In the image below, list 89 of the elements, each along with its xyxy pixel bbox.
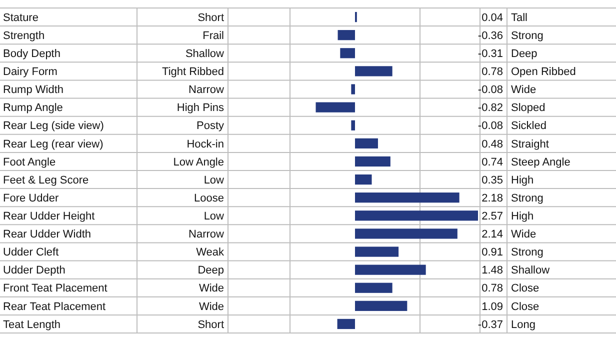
text: Low <box>204 174 224 186</box>
data-label: -0.37 <box>478 318 503 331</box>
data-label: 0.78 <box>482 282 503 295</box>
text: Loose <box>194 192 224 204</box>
data-label: -0.31 <box>478 48 503 60</box>
text: Close <box>511 282 540 295</box>
y-tick-label: Stature <box>3 12 38 24</box>
data-label: -0.08 <box>478 120 503 132</box>
text: Wide <box>198 282 224 295</box>
data-label: 0.04 <box>482 12 503 24</box>
text: Posty <box>196 120 224 132</box>
text: Deep <box>511 48 538 60</box>
text: Shallow <box>511 264 550 277</box>
y-tick-label: Rear Teat Placement <box>3 300 106 313</box>
data-label: 1.09 <box>482 300 503 313</box>
bar <box>355 138 378 148</box>
text: Low <box>204 210 224 222</box>
text: Strong <box>511 246 544 259</box>
y-tick-label: Front Teat Placement <box>3 282 108 295</box>
bar <box>351 120 355 130</box>
bar <box>355 210 478 221</box>
bar <box>340 48 355 58</box>
data-label: 2.57 <box>482 210 503 222</box>
text: High <box>511 210 534 222</box>
data-label: -0.36 <box>478 30 503 42</box>
data-label: 2.14 <box>482 228 503 241</box>
text: Straight <box>511 138 549 150</box>
bar <box>355 156 390 167</box>
y-tick-label: Rear Udder Height <box>3 210 95 222</box>
y-tick-label: Feet & Leg Score <box>3 174 89 186</box>
bar <box>351 84 355 94</box>
y-tick-label: Udder Depth <box>3 264 66 277</box>
bar <box>355 192 460 203</box>
bar <box>355 228 458 239</box>
text: Short <box>198 318 224 331</box>
text: Long <box>511 318 536 331</box>
data-label: 0.35 <box>482 174 503 186</box>
y-tick-label: Fore Udder <box>3 192 59 204</box>
y-tick-label: Rear Leg (side view) <box>3 120 104 132</box>
bar <box>355 66 392 76</box>
bar <box>355 282 392 293</box>
bar <box>316 102 355 112</box>
text: Shallow <box>185 48 224 60</box>
data-label: 1.48 <box>482 264 503 277</box>
data-label: 2.18 <box>482 192 503 204</box>
text: Steep Angle <box>511 156 570 168</box>
text: Wide <box>511 84 536 96</box>
text: Short <box>198 12 224 24</box>
bar <box>355 246 399 257</box>
text: Sloped <box>511 102 546 114</box>
text: Wide <box>511 228 536 241</box>
y-tick-label: Rump Width <box>3 84 64 96</box>
text: Wide <box>198 300 224 313</box>
text: Low Angle <box>173 156 224 168</box>
text: Hock-in <box>186 138 224 150</box>
data-label: 0.48 <box>482 138 503 150</box>
text: Tall <box>511 12 528 24</box>
bar <box>355 174 372 185</box>
text: Narrow <box>188 84 224 96</box>
text: Deep <box>198 264 224 277</box>
y-tick-label: Rear Leg (rear view) <box>3 138 104 150</box>
y-tick-label: Body Depth <box>3 48 60 60</box>
text: Sickled <box>511 120 546 132</box>
text: Strong <box>511 30 544 42</box>
y-tick-label: Dairy Form <box>3 66 58 78</box>
text: Tight Ribbed <box>162 66 224 78</box>
y-tick-label: Rear Udder Width <box>3 228 92 241</box>
data-label: -0.08 <box>478 84 503 96</box>
bar <box>338 30 355 40</box>
y-tick-label: Teat Length <box>3 318 60 331</box>
text: High <box>511 174 534 186</box>
text: Frail <box>202 30 224 42</box>
data-label: 0.91 <box>482 246 503 259</box>
text: Strong <box>511 192 544 204</box>
y-tick-label: Rump Angle <box>3 102 63 114</box>
bar <box>337 318 355 330</box>
y-tick-label: Udder Cleft <box>3 246 59 259</box>
text: Weak <box>196 246 224 259</box>
bar <box>355 300 408 311</box>
bar <box>355 264 426 275</box>
y-tick-label: Foot Angle <box>3 156 56 168</box>
text: Narrow <box>188 228 224 241</box>
data-label: 0.78 <box>482 66 503 78</box>
data-label: -0.82 <box>478 102 503 114</box>
text: High Pins <box>176 102 224 114</box>
text: Close <box>511 300 540 313</box>
data-label: 0.74 <box>482 156 503 168</box>
text: Open Ribbed <box>511 66 576 78</box>
y-tick-label: Strength <box>3 30 45 42</box>
